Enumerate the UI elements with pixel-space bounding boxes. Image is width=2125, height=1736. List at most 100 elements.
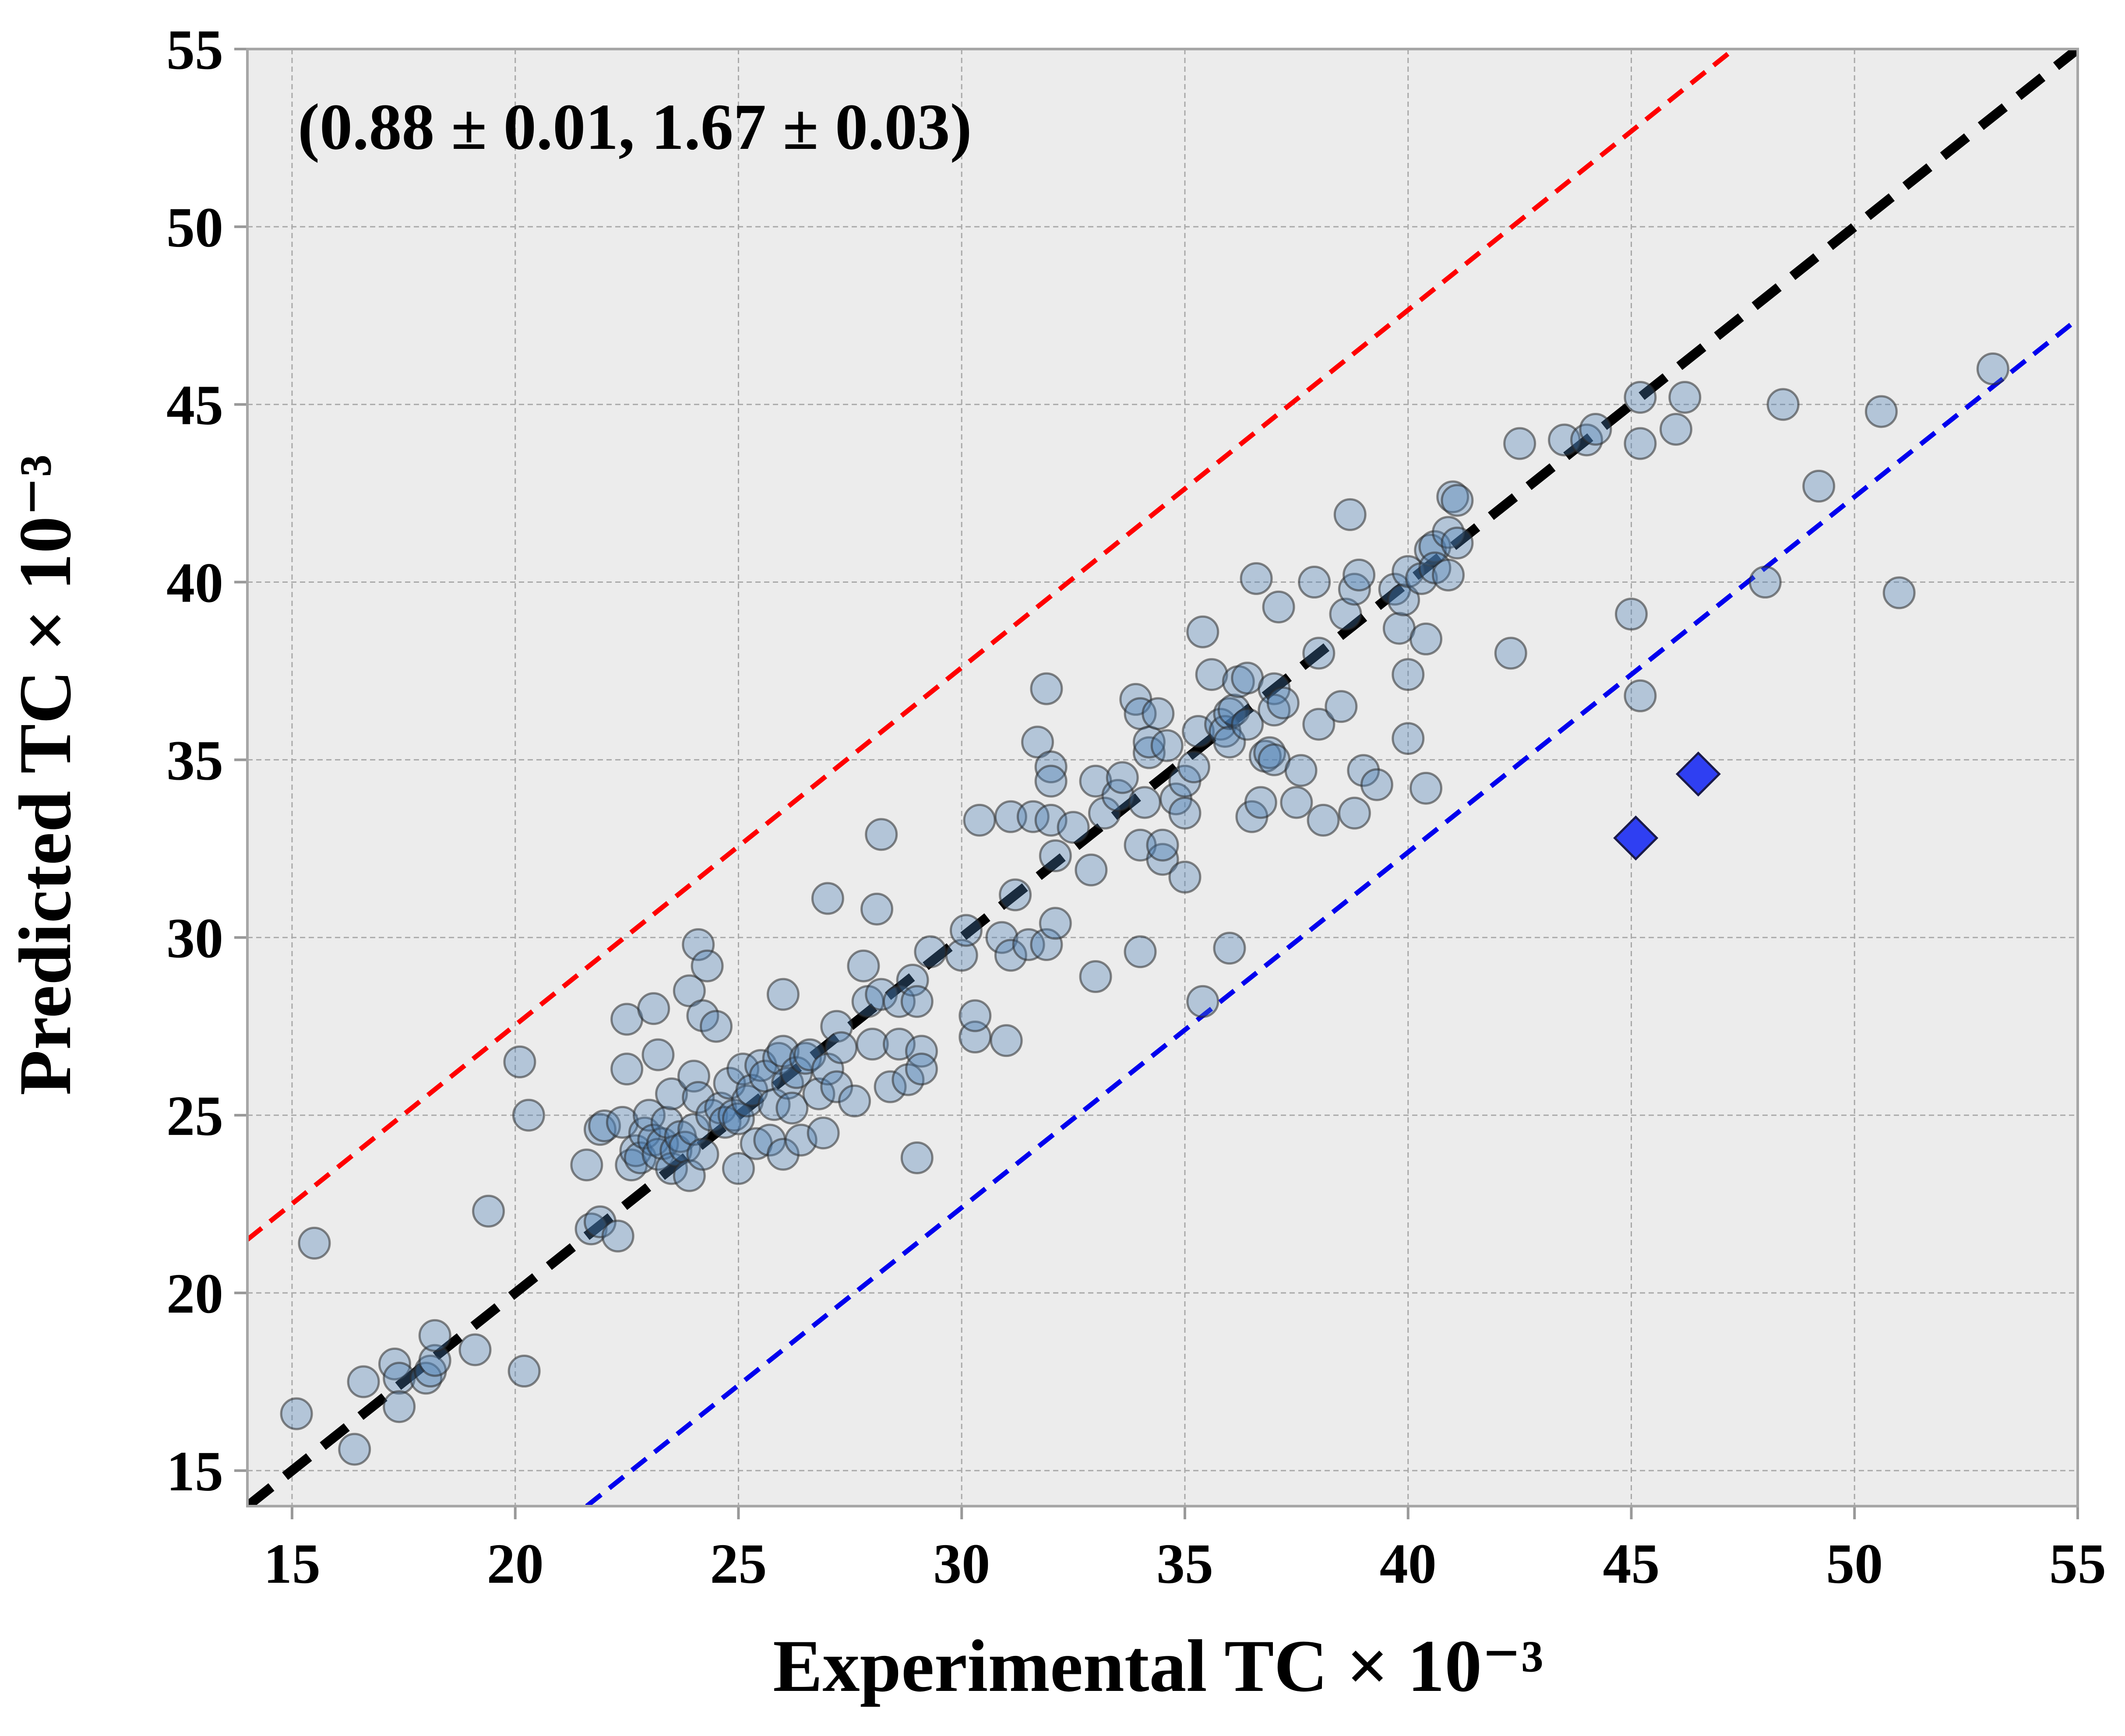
data-point	[1128, 786, 1161, 819]
data-point	[1079, 960, 1112, 993]
data-point	[507, 1355, 541, 1388]
data-point	[722, 1152, 755, 1185]
data-point	[825, 1031, 858, 1064]
data-point	[1766, 388, 1800, 421]
data-point	[1802, 469, 1836, 503]
data-point	[1132, 736, 1166, 769]
data-point	[1329, 598, 1362, 631]
data-point	[1333, 498, 1367, 531]
data-point	[959, 999, 992, 1032]
data-point	[994, 800, 1027, 833]
data-point	[1343, 558, 1376, 592]
plot-frame	[246, 48, 2079, 1507]
data-point	[601, 1219, 634, 1253]
data-point	[802, 1077, 835, 1110]
data-point	[1168, 796, 1202, 830]
data-point	[418, 1344, 451, 1377]
data-point	[1168, 860, 1202, 894]
data-point	[1441, 484, 1474, 517]
data-point	[1106, 761, 1139, 794]
data-point	[1392, 722, 1425, 755]
data-point	[1410, 771, 1443, 805]
data-point	[1976, 352, 2009, 386]
data-point	[686, 1137, 719, 1171]
data-point	[1436, 480, 1470, 514]
y-tick-label: 45	[166, 374, 223, 437]
data-point	[655, 1077, 688, 1110]
data-point	[892, 1063, 925, 1096]
data-point	[771, 1067, 804, 1100]
y-tick-label: 50	[166, 196, 223, 259]
data-point	[775, 1092, 809, 1125]
data-point	[383, 1362, 416, 1395]
data-point	[1431, 516, 1465, 549]
data-point	[949, 914, 983, 947]
data-point	[1392, 658, 1425, 691]
data-point	[570, 1148, 603, 1182]
data-point	[1231, 708, 1264, 741]
data-point	[418, 1319, 451, 1352]
data-point	[1262, 590, 1295, 623]
data-point	[1146, 843, 1179, 876]
data-point	[1244, 786, 1277, 819]
data-point	[1882, 576, 1916, 609]
data-point	[860, 892, 894, 926]
data-point	[503, 1045, 536, 1078]
data-point	[610, 1053, 644, 1086]
grid	[247, 48, 2079, 1506]
data-point	[1039, 839, 1072, 873]
data-point	[1494, 637, 1527, 670]
data-point	[1387, 583, 1420, 616]
data-point	[1302, 708, 1336, 741]
x-tick-label: 45	[1603, 1532, 1660, 1595]
data-point	[637, 992, 670, 1025]
data-point	[347, 1365, 380, 1398]
data-point	[1579, 413, 1612, 446]
data-point	[1864, 395, 1898, 428]
data-point	[1503, 427, 1536, 460]
data-point	[1441, 526, 1474, 560]
data-point	[896, 964, 929, 997]
y-tick-label: 55	[166, 18, 223, 81]
data-point	[1410, 622, 1443, 655]
data-point	[1338, 796, 1371, 830]
y-tick-label: 15	[166, 1440, 223, 1503]
data-point	[673, 974, 706, 1007]
data-point	[766, 978, 800, 1011]
data-point	[1146, 828, 1179, 862]
data-point	[1034, 764, 1068, 798]
data-point	[1266, 687, 1300, 720]
data-point	[1302, 637, 1336, 670]
data-point	[1284, 754, 1318, 787]
x-tick-label: 25	[710, 1532, 767, 1595]
y-tick-label: 20	[166, 1262, 223, 1325]
outlier-point	[1613, 815, 1659, 861]
y-tick-label: 40	[166, 552, 223, 615]
data-point	[677, 1060, 711, 1093]
data-point	[963, 803, 996, 837]
data-point	[383, 1390, 416, 1423]
data-point	[1186, 615, 1219, 648]
data-point	[682, 928, 715, 961]
data-point	[1195, 658, 1228, 691]
data-point	[512, 1099, 545, 1132]
data-point	[1624, 679, 1657, 712]
reference-lines	[247, 49, 2078, 1506]
data-point	[1240, 562, 1273, 595]
data-points	[280, 352, 2009, 1466]
y-tick-labels: 15 20 25 30 35 40 45 50 55	[166, 18, 223, 1503]
data-point	[1280, 786, 1313, 819]
data-point	[1012, 928, 1045, 961]
data-point	[1307, 803, 1340, 837]
y-axis-title: Predicted TC × 10⁻³	[4, 454, 86, 1095]
data-point	[1298, 566, 1331, 599]
data-point	[905, 1053, 938, 1086]
data-point	[1624, 427, 1657, 460]
data-point	[847, 949, 880, 982]
data-point	[1186, 985, 1219, 1018]
data-point	[1124, 935, 1157, 968]
data-point	[1177, 750, 1210, 784]
y-tick-label: 30	[166, 907, 223, 970]
x-tick-label: 30	[933, 1532, 990, 1595]
